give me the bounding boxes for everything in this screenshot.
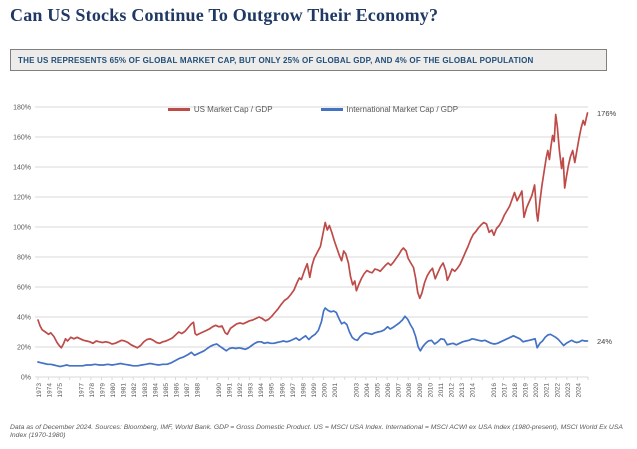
x-axis-label: 2019 <box>523 383 530 398</box>
source-footnote: Data as of December 2024. Sources: Bloom… <box>10 424 623 440</box>
x-axis-label: 2018 <box>512 383 519 398</box>
intl-series-line <box>37 307 589 368</box>
x-axis-label: 2023 <box>565 383 572 398</box>
page-title: Can US Stocks Continue To Outgrow Their … <box>10 5 439 25</box>
x-axis-label: 1992 <box>237 383 244 398</box>
x-axis-label: 1988 <box>195 383 202 398</box>
x-axis-label: 2006 <box>385 383 392 398</box>
x-axis-label: 1981 <box>121 383 128 398</box>
x-axis-label: 2009 <box>417 383 424 398</box>
x-axis-label: 1998 <box>300 383 307 398</box>
y-axis-label: 100% <box>13 225 31 232</box>
x-axis-label: 1977 <box>78 383 85 398</box>
legend-label-us: US Market Cap / GDP <box>193 105 273 114</box>
x-axis-label: 2020 <box>533 383 540 398</box>
x-axis-label: 1974 <box>47 383 54 398</box>
x-axis-label: 1986 <box>174 383 181 398</box>
x-axis-label: 2007 <box>396 383 403 398</box>
x-axis-label: 1994 <box>258 383 265 398</box>
key-stat-banner: THE US REPRESENTS 65% OF GLOBAL MARKET C… <box>10 49 607 71</box>
x-axis-label: 2013 <box>459 383 466 398</box>
x-axis-label: 2024 <box>575 383 582 398</box>
x-axis-label: 1999 <box>311 383 318 398</box>
x-axis-label: 2001 <box>332 383 339 398</box>
legend-item-us: US Market Cap / GDP <box>167 105 273 114</box>
us-end-value-label: 176% <box>597 109 617 118</box>
x-axis-label: 1997 <box>290 383 297 398</box>
intl-end-value-label: 24% <box>597 337 613 346</box>
legend-item-international: International Market Cap / GDP <box>320 105 459 114</box>
x-axis-label: 1978 <box>89 383 96 398</box>
x-axis-label: 1996 <box>279 383 286 398</box>
x-axis-label: 1983 <box>142 383 149 398</box>
x-axis-label: 1973 <box>36 383 43 398</box>
x-axis-label: 2022 <box>554 383 561 398</box>
x-axis-label: 1993 <box>248 383 255 398</box>
chart-legend: US Market Cap / GDP International Market… <box>38 105 588 114</box>
x-axis-label: 1985 <box>163 383 170 398</box>
y-axis-label: 0% <box>21 375 31 382</box>
y-axis-label: 20% <box>17 345 31 352</box>
x-axis-label: 2021 <box>544 383 551 398</box>
x-axis-label: 1990 <box>216 383 223 398</box>
y-axis-label: 180% <box>13 105 31 112</box>
intl-line-swatch <box>320 108 343 111</box>
y-axis-label: 80% <box>17 255 31 262</box>
y-axis-label: 160% <box>13 135 31 142</box>
y-axis-label: 120% <box>13 195 31 202</box>
banner-text: THE US REPRESENTS 65% OF GLOBAL MARKET C… <box>18 55 534 65</box>
x-axis-label: 1979 <box>99 383 106 398</box>
x-axis-label: 2005 <box>374 383 381 398</box>
x-axis-label: 1995 <box>269 383 276 398</box>
x-axis-label: 2017 <box>501 383 508 398</box>
legend-label-international: International Market Cap / GDP <box>346 105 459 114</box>
x-axis-label: 2014 <box>470 383 477 398</box>
x-axis-label: 1982 <box>131 383 138 398</box>
y-axis-label: 60% <box>17 285 31 292</box>
x-axis-label: 2003 <box>353 383 360 398</box>
x-axis-label: 1991 <box>226 383 233 398</box>
x-axis-label: 2004 <box>364 383 371 398</box>
x-axis-label: 2011 <box>438 383 445 397</box>
x-axis-label: 2012 <box>449 383 456 398</box>
x-axis-label: 1984 <box>152 383 159 398</box>
x-axis-label: 2010 <box>427 383 434 398</box>
x-axis-label: 2000 <box>322 383 329 398</box>
x-axis-label: 1987 <box>184 383 191 398</box>
chart-area: US Market Cap / GDP International Market… <box>0 92 637 422</box>
y-axis-label: 140% <box>13 165 31 172</box>
chart-svg: 0% 20% 40% 60% 80% 100% 120% 140% 160% 180% 1973 19… <box>13 105 589 398</box>
x-axis-label: 2016 <box>491 383 498 398</box>
x-axis-label: 1975 <box>57 383 64 398</box>
us-line-swatch <box>167 108 190 111</box>
us-series-line <box>37 112 589 349</box>
x-axis-label: 1980 <box>110 383 117 398</box>
x-axis-label: 2008 <box>406 383 413 398</box>
y-axis-label: 40% <box>17 315 31 322</box>
